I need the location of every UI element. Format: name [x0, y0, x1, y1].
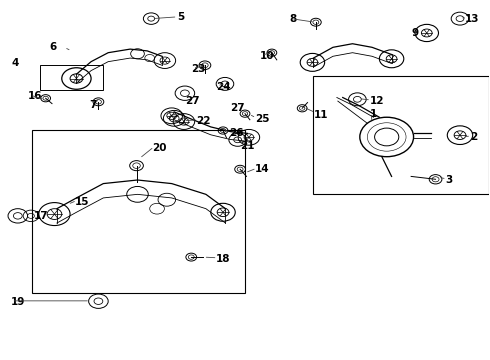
Text: 5: 5 [177, 12, 185, 22]
Text: 26: 26 [229, 129, 244, 138]
Text: 12: 12 [369, 96, 384, 106]
Text: 27: 27 [230, 103, 245, 113]
Text: 24: 24 [216, 82, 230, 92]
Text: 11: 11 [314, 111, 328, 121]
Text: 7: 7 [90, 100, 97, 110]
Text: 19: 19 [10, 297, 25, 307]
Text: 15: 15 [75, 197, 90, 207]
Text: 14: 14 [255, 164, 270, 174]
Text: 4: 4 [11, 58, 19, 68]
Text: 27: 27 [185, 96, 200, 106]
Text: 21: 21 [240, 141, 255, 151]
Text: 3: 3 [445, 175, 453, 185]
Text: 16: 16 [27, 91, 42, 101]
Text: 25: 25 [255, 114, 270, 124]
Text: 18: 18 [216, 254, 230, 264]
Text: 17: 17 [34, 211, 49, 221]
Text: 20: 20 [152, 143, 167, 153]
Text: 8: 8 [289, 14, 296, 24]
Text: 2: 2 [470, 132, 477, 142]
Text: 10: 10 [260, 51, 274, 61]
Text: 23: 23 [191, 64, 206, 74]
Bar [32, 130, 245, 293]
Text: 9: 9 [411, 28, 418, 38]
Bar [40, 65, 103, 90]
Text: 22: 22 [196, 116, 211, 126]
Text: 6: 6 [49, 42, 57, 52]
Text: 13: 13 [465, 14, 479, 24]
Text: 1: 1 [369, 109, 377, 119]
Bar [314, 76, 490, 194]
